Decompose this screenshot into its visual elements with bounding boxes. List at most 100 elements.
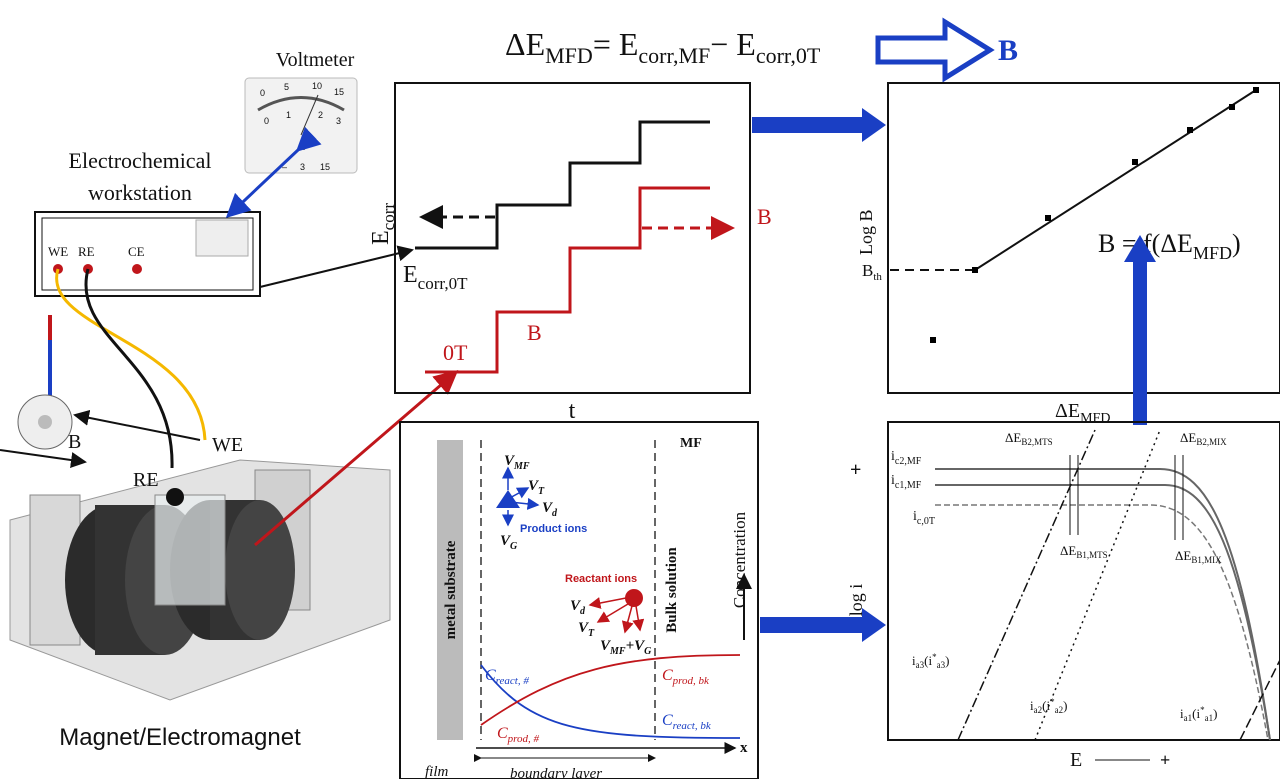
diffusion-panel-g-text-label: C xyxy=(662,712,673,729)
tafel-chart-g-text-label: B2,MTS xyxy=(1021,437,1052,447)
diffusion-panel-g-text-label: G xyxy=(644,646,652,657)
tafel-chart-label: log i xyxy=(846,584,866,617)
tafel-chart-g: ic2,MF ic1,MF ic,0T ΔEB2,MTS ΔEB2,MIX ΔE… xyxy=(891,430,1227,723)
diffusion-panel-path xyxy=(481,655,740,725)
diffusion-panel-g-text-label: MF xyxy=(609,646,626,657)
setup-label: WE xyxy=(48,244,68,259)
setup-path xyxy=(86,269,172,468)
fit-chart-text-label: ΔE xyxy=(1055,400,1080,422)
potential-chart-text-label: E xyxy=(368,230,394,245)
diffusion-panel-label: Concentration xyxy=(730,511,749,608)
setup-circle xyxy=(166,488,184,506)
equation-text-label: corr,MF xyxy=(638,43,710,68)
tafel-chart-label: + xyxy=(850,459,861,481)
tafel-chart-g-text: ia2(i*a2) xyxy=(1030,697,1067,715)
diffusion-panel-path xyxy=(760,608,886,642)
fit-chart-rect xyxy=(1132,159,1138,165)
fit-chart-rect xyxy=(930,337,936,343)
fit-chart: Log B Bth B = f(ΔEMFD) ΔEMFD xyxy=(856,83,1280,426)
diffusion-panel: metal substrate Bulk solution Concentrat… xyxy=(400,422,886,779)
tafel-chart-path xyxy=(935,469,1270,740)
diffusion-panel-g-text: VT xyxy=(528,478,545,497)
tafel-chart-g-text-label: B2,MIX xyxy=(1196,437,1227,447)
setup-line xyxy=(260,250,412,287)
diffusion-panel-g-text-label: prod, bk xyxy=(672,675,710,687)
potential-chart-label: B xyxy=(757,204,772,229)
equation-text: ΔEMFD= Ecorr,MF− Ecorr,0T xyxy=(505,26,821,68)
tafel-chart-g-text-label: ΔE xyxy=(1175,548,1191,563)
fit-chart-text-label: MFD xyxy=(1193,243,1232,263)
diffusion-panel-g-line xyxy=(625,606,632,632)
tafel-chart-g-text-label: c,0T xyxy=(917,516,935,527)
diffusion-panel-g-text-label: MF xyxy=(513,461,530,472)
tafel-chart-g-text: ic,0T xyxy=(913,509,935,527)
setup-g-label: 0 xyxy=(264,116,269,126)
equation-text-label: = E xyxy=(593,26,639,62)
setup-rect xyxy=(196,220,248,256)
setup-label: Voltmeter xyxy=(276,49,355,71)
fit-chart-rect xyxy=(1187,127,1193,133)
setup-g-label: 0 xyxy=(260,88,265,98)
tafel-chart-g-text-label: ΔE xyxy=(1005,430,1021,445)
fit-chart-text: B = f(ΔEMFD) xyxy=(1098,229,1241,263)
potential-chart-text-label: corr xyxy=(379,203,398,231)
fit-chart-rect xyxy=(1229,104,1235,110)
diffusion-panel-g-text-label: T xyxy=(538,486,545,497)
tafel-chart-g-text-label: c1,MF xyxy=(895,480,922,491)
potential-chart: Ecorr t Ecorr,0T 0T B B xyxy=(368,83,886,424)
diffusion-panel-g-text-label: C xyxy=(485,667,496,684)
diffusion-panel-g-text: VG xyxy=(500,533,518,552)
equation-path xyxy=(878,22,990,78)
diffusion-panel-g-text-label: C xyxy=(497,725,508,742)
tafel-chart: + log i E + ic2,MF ic1,MF ic,0T ΔEB2,MTS… xyxy=(846,422,1280,771)
tafel-chart-g-text: ia3(i*a3) xyxy=(912,652,949,670)
tafel-chart-g-text-label: ) xyxy=(945,653,949,668)
equation-text-label: ΔE xyxy=(505,26,545,62)
tafel-chart-g-text-label: B1,MIX xyxy=(1191,555,1222,565)
setup-g-label: 10 xyxy=(312,81,322,91)
diffusion-panel-label: metal substrate xyxy=(443,540,459,639)
diffusion-panel-g-text: Cprod, bk xyxy=(662,667,710,687)
diffusion-panel-g-text: Creact, bk xyxy=(662,712,712,732)
diffusion-panel-g-text: Vd xyxy=(570,598,586,617)
setup-label: RE xyxy=(133,469,159,491)
fit-chart-text-label: MFD xyxy=(1080,411,1110,426)
diffusion-panel-g-text-label: C xyxy=(662,667,673,684)
diffusion-panel-label: Reactant ions xyxy=(565,573,637,585)
equation-text-label: MFD xyxy=(545,43,593,68)
potential-chart-label: 0T xyxy=(443,340,468,365)
tafel-chart-g-text: ic1,MF xyxy=(891,473,922,491)
tafel-chart-line xyxy=(958,430,1095,740)
setup-label: B xyxy=(68,431,81,453)
fit-chart-rect xyxy=(972,267,978,273)
tafel-chart-g-text: ΔEB1,MTS xyxy=(1060,543,1108,560)
diffusion-panel-g-text-label: G xyxy=(510,541,518,552)
tafel-chart-g-text: ΔEB1,MIX xyxy=(1175,548,1222,565)
fit-chart-rect xyxy=(1045,215,1051,221)
setup-label: CE xyxy=(128,244,145,259)
potential-chart-label: t xyxy=(569,398,576,424)
setup-g-label: 5 xyxy=(284,82,289,92)
tafel-chart-g-text-label: ΔE xyxy=(1180,430,1196,445)
setup-label: WE xyxy=(212,434,243,456)
diffusion-panel-label: film xyxy=(425,764,449,779)
diffusion-panel-g-line xyxy=(590,598,626,605)
setup-g-label: V xyxy=(301,142,307,152)
fit-chart-text: Bth xyxy=(862,261,882,283)
tafel-chart-g-text-label: a2 xyxy=(1034,705,1043,715)
fit-chart-text-label: th xyxy=(873,271,882,283)
potential-chart-text-label: E xyxy=(403,262,418,288)
diffusion-panel-g-text-label: prod, # xyxy=(507,733,540,745)
setup-g-label: 15 xyxy=(334,87,344,97)
diffusion-panel-g-text: Creact, # xyxy=(485,667,529,687)
diffusion-panel-label: MF xyxy=(680,436,702,451)
equation: ΔEMFD= Ecorr,MF− Ecorr,0T B xyxy=(505,22,1018,78)
diffusion-panel-g-text-label: d xyxy=(552,508,558,519)
diffusion-panel-g-text: VMF+VG xyxy=(600,638,652,657)
tafel-chart-g-text-label: ΔE xyxy=(1060,543,1076,558)
setup-g-label: 3 xyxy=(336,116,341,126)
potential-chart-polyline xyxy=(425,188,710,372)
tafel-chart-label: + xyxy=(1160,750,1170,770)
tafel-chart-path xyxy=(935,505,1268,740)
diffusion-panel-g-text-label: T xyxy=(588,628,595,639)
